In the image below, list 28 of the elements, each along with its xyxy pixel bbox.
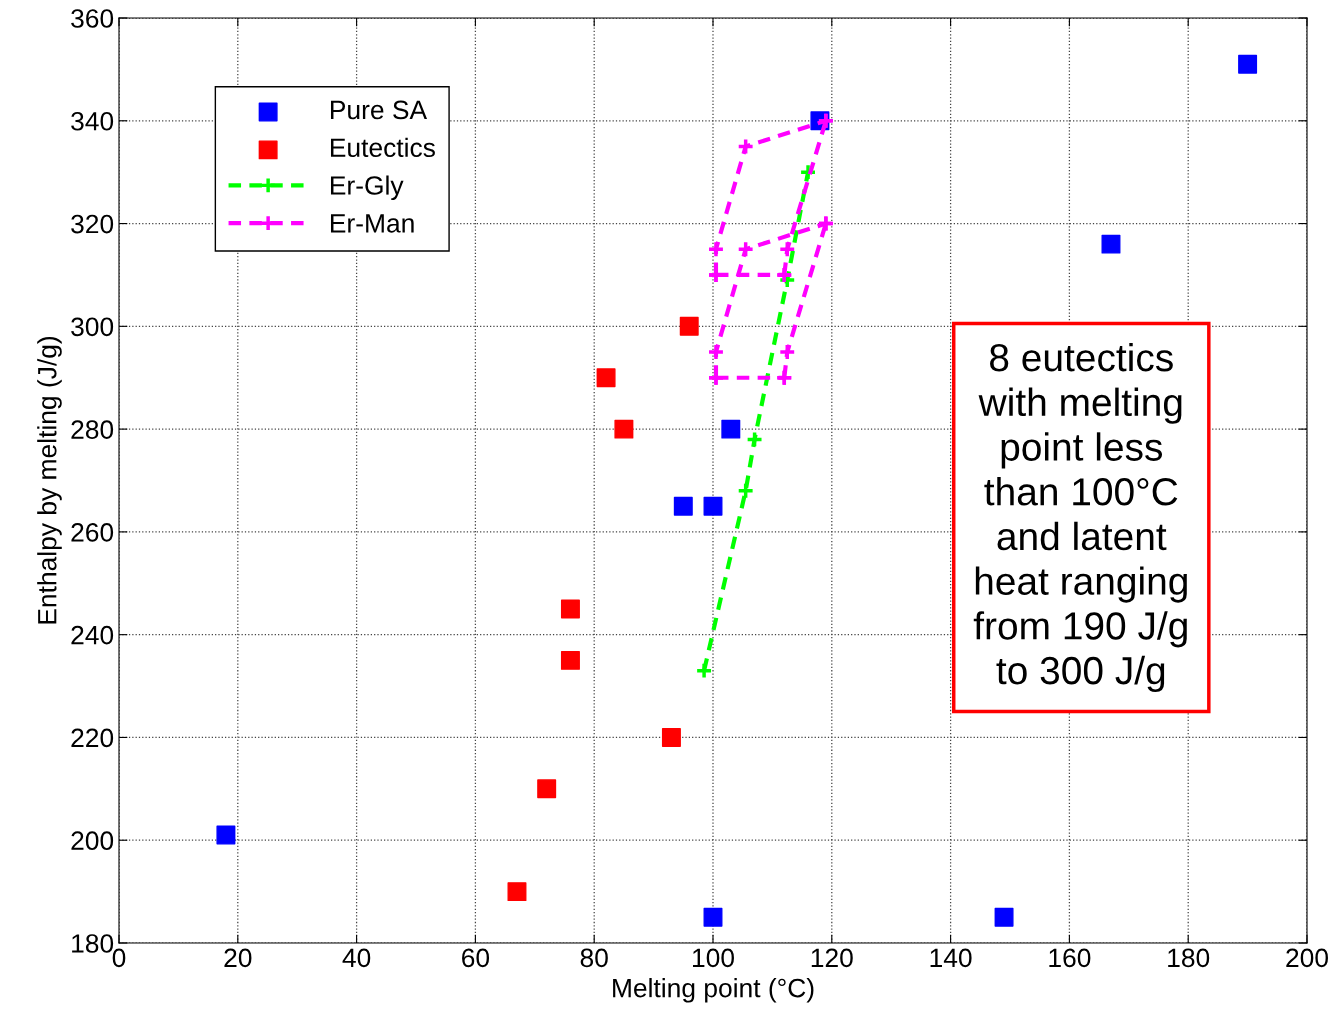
- y-tick-label: 300: [71, 317, 114, 337]
- legend-label: Er-Man: [330, 214, 414, 233]
- x-tick-label: 60: [462, 948, 490, 968]
- y-tick-label: 200: [71, 831, 114, 851]
- y-tick-label: 220: [71, 728, 114, 748]
- x-tick-label: 180: [1168, 948, 1210, 968]
- y-axis-title: Enthalpy by melting (J/g): [37, 336, 62, 624]
- legend-label: Eutectics: [330, 137, 435, 158]
- x-tick-label: 80: [580, 948, 608, 968]
- y-tick-label: 320: [71, 214, 114, 234]
- x-tick-label: 20: [224, 948, 252, 968]
- y-tick-label: 340: [71, 111, 114, 131]
- x-tick-label: 200: [1286, 948, 1328, 968]
- x-tick-label: 100: [693, 948, 734, 968]
- x-tick-label: 0: [112, 948, 126, 968]
- x-axis-title: Melting point (°C): [613, 978, 814, 1003]
- annotation: 8 eutectics with melting point less than 100°C and latent heat ranging from 190 J/g to 300 J/g: [973, 342, 1187, 693]
- y-tick-label: 240: [71, 625, 114, 645]
- y-tick-label: 180: [72, 934, 114, 953]
- y-tick-label: 260: [71, 523, 114, 542]
- y-tick-label: 360: [71, 9, 114, 28]
- legend-label: Pure SA: [330, 100, 428, 120]
- x-tick-label: 160: [1049, 948, 1091, 968]
- legend-label: Er-Gly: [330, 175, 404, 201]
- y-tick-label: 280: [71, 420, 114, 439]
- x-tick-label: 40: [342, 948, 371, 968]
- x-tick-label: 120: [811, 948, 853, 968]
- x-tick-label: 140: [930, 948, 972, 968]
